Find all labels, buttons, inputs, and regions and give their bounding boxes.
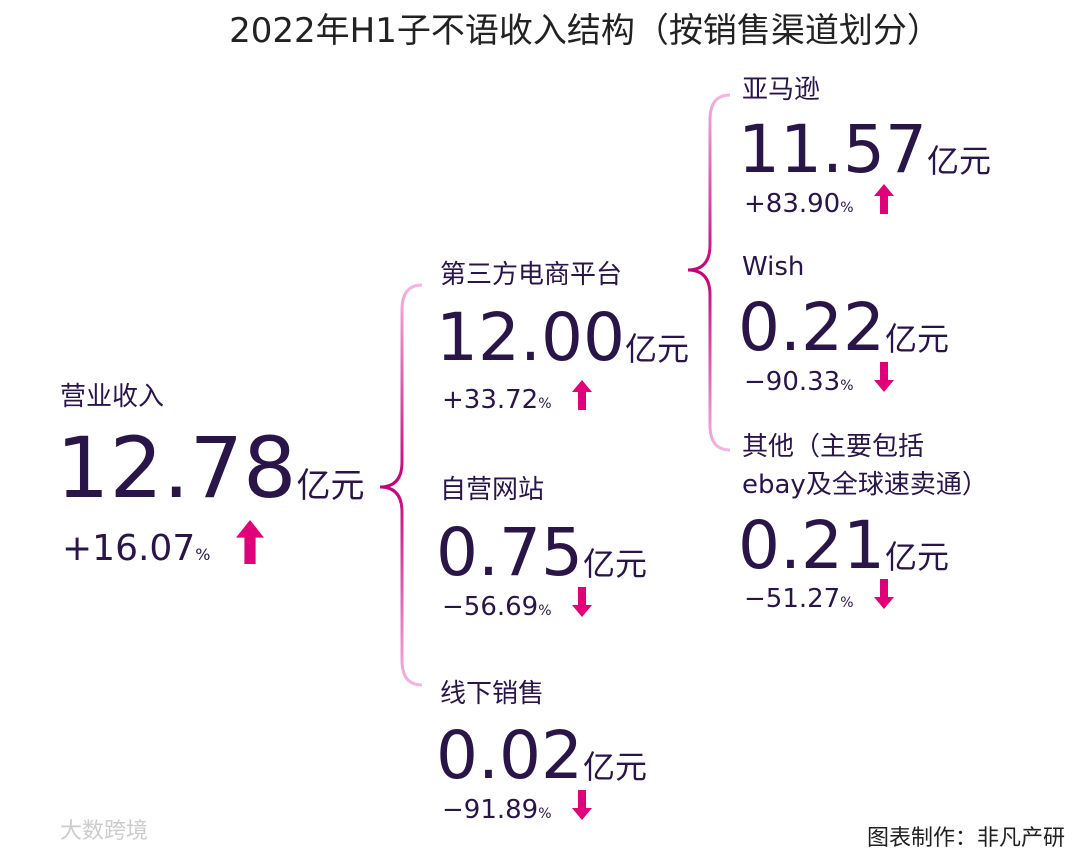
title: 2022年H1子不语收入结构（按销售渠道划分） — [229, 11, 941, 51]
change-unit: % — [840, 378, 853, 394]
arrow-up — [572, 380, 592, 410]
unit: 亿元 — [927, 142, 991, 180]
value: 0.22 — [738, 289, 885, 366]
change: −91.89 — [442, 795, 538, 825]
change: −90.33 — [744, 367, 840, 397]
node-change: −91.89% — [442, 795, 552, 825]
footer: 图表制作：非凡产研 — [867, 826, 1065, 851]
change-unit: % — [840, 595, 853, 611]
change-unit: % — [840, 200, 853, 216]
node-value: 0.22亿元 — [738, 289, 949, 366]
unit: 亿元 — [885, 320, 949, 358]
change-unit: % — [538, 603, 551, 619]
node-label: 线下销售 — [440, 679, 544, 709]
node-label: 自营网站 — [440, 475, 544, 505]
change: +16.07 — [62, 528, 195, 569]
value: 11.57 — [738, 111, 927, 188]
value: 0.21 — [738, 507, 885, 584]
bracket — [379, 283, 423, 687]
change: +83.90 — [744, 189, 840, 219]
unit: 亿元 — [885, 538, 949, 576]
node-change: +33.72% — [442, 385, 552, 415]
node-change: +83.90% — [744, 189, 854, 219]
value: 12.00 — [436, 299, 625, 376]
node-change: +16.07% — [62, 528, 210, 569]
node-value: 11.57亿元 — [738, 111, 991, 188]
node-label: Wish — [742, 252, 804, 282]
arrow-down — [572, 587, 592, 617]
change-unit: % — [538, 396, 551, 412]
node-label: 营业收入 — [60, 382, 164, 412]
value: 0.75 — [436, 514, 583, 591]
node-change: −56.69% — [442, 592, 552, 622]
change: −56.69 — [442, 592, 538, 622]
unit: 亿元 — [625, 330, 689, 368]
unit: 亿元 — [296, 466, 364, 506]
arrow-up — [874, 184, 894, 214]
node-label: 其他（主要包括 — [742, 432, 924, 462]
arrow-down — [874, 579, 894, 609]
watermark: 大数跨境 — [60, 819, 148, 844]
node-label: 亚马逊 — [742, 75, 820, 105]
change: +33.72 — [442, 385, 538, 415]
change-unit: % — [195, 545, 210, 564]
arrow-up — [236, 520, 264, 564]
node-label: 第三方电商平台 — [440, 260, 622, 290]
node-label: ebay及全球速卖通） — [742, 470, 988, 500]
bracket — [687, 93, 731, 452]
node-value: 0.75亿元 — [436, 514, 647, 591]
unit: 亿元 — [583, 748, 647, 786]
change-unit: % — [538, 806, 551, 822]
node-change: −51.27% — [744, 584, 854, 614]
value: 12.78 — [56, 419, 296, 517]
node-value: 12.78亿元 — [56, 419, 364, 517]
node-value: 0.21亿元 — [738, 507, 949, 584]
node-value: 12.00亿元 — [436, 299, 689, 376]
change: −51.27 — [744, 584, 840, 614]
node-value: 0.02亿元 — [436, 717, 647, 794]
value: 0.02 — [436, 717, 583, 794]
arrow-down — [572, 790, 592, 820]
unit: 亿元 — [583, 545, 647, 583]
node-change: −90.33% — [744, 367, 854, 397]
arrow-down — [874, 362, 894, 392]
